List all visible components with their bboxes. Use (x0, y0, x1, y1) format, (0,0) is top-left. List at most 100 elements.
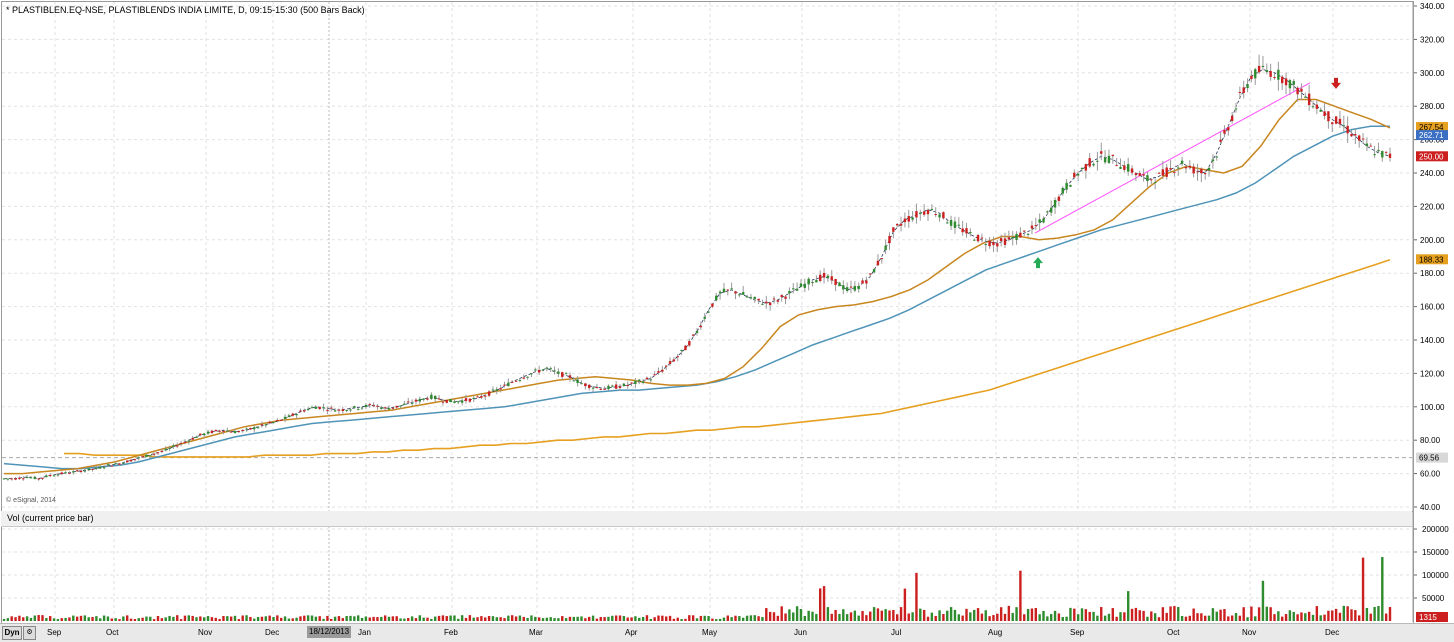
volume-bar[interactable] (1188, 615, 1191, 621)
volume-bar[interactable] (896, 614, 899, 621)
candle[interactable] (672, 357, 676, 363)
candle[interactable] (772, 296, 776, 304)
volume-bar[interactable] (926, 616, 930, 621)
candle[interactable] (768, 301, 772, 311)
volume-bar[interactable] (495, 617, 498, 621)
candle[interactable] (1084, 163, 1088, 179)
candle[interactable] (464, 394, 468, 404)
volume-bar[interactable] (60, 618, 63, 621)
candle[interactable] (256, 426, 260, 429)
candle[interactable] (99, 464, 102, 470)
candle[interactable] (1050, 200, 1053, 217)
volume-bar[interactable] (387, 616, 391, 621)
candle[interactable] (795, 282, 799, 291)
volume-bar[interactable] (949, 607, 953, 621)
candle[interactable] (1173, 168, 1176, 177)
candle[interactable] (229, 430, 233, 433)
candle[interactable] (872, 268, 876, 273)
candle[interactable] (572, 376, 575, 382)
candle[interactable] (283, 414, 287, 423)
volume-bar[interactable] (487, 616, 491, 621)
candle[interactable] (591, 385, 595, 393)
candle[interactable] (788, 287, 791, 300)
candle[interactable] (410, 399, 414, 406)
candle[interactable] (2, 478, 6, 480)
candle[interactable] (118, 462, 121, 467)
volume-bar[interactable] (333, 616, 337, 621)
volume-bar[interactable] (1242, 607, 1245, 621)
candle[interactable] (537, 365, 541, 375)
volume-bar[interactable] (426, 617, 429, 621)
candle[interactable] (87, 468, 90, 472)
volume-bar[interactable] (1331, 610, 1334, 621)
candle[interactable] (549, 366, 552, 372)
volume-bar[interactable] (672, 618, 676, 621)
candle[interactable] (845, 282, 849, 293)
volume-bar[interactable] (545, 617, 549, 621)
volume-bar[interactable] (1042, 610, 1045, 621)
volume-bar[interactable] (1288, 610, 1292, 621)
candle[interactable] (129, 458, 133, 462)
candle[interactable] (1204, 169, 1207, 180)
candle[interactable] (711, 303, 714, 309)
candle[interactable] (1038, 213, 1041, 231)
candle[interactable] (1215, 155, 1218, 161)
volume-bar[interactable] (1069, 607, 1072, 621)
volume-bar[interactable] (973, 609, 976, 621)
candle[interactable] (1042, 216, 1045, 224)
volume-bar[interactable] (614, 615, 618, 621)
candle[interactable] (152, 452, 156, 457)
volume-bar[interactable] (780, 606, 783, 621)
candle[interactable] (1315, 99, 1319, 115)
volume-bar[interactable] (803, 615, 806, 621)
candle[interactable] (518, 378, 522, 383)
candle[interactable] (1304, 92, 1307, 98)
candle[interactable] (199, 433, 202, 437)
volume-bar[interactable] (765, 608, 768, 621)
candle[interactable] (233, 428, 237, 434)
volume-bar[interactable] (984, 610, 987, 621)
volume-bar[interactable] (414, 618, 418, 621)
volume-bar[interactable] (183, 615, 187, 621)
candle[interactable] (422, 398, 425, 402)
volume-bar[interactable] (969, 612, 972, 621)
candle[interactable] (1219, 132, 1222, 144)
candle[interactable] (553, 366, 556, 375)
candle[interactable] (418, 396, 421, 404)
volume-bar[interactable] (1219, 609, 1222, 621)
candle[interactable] (383, 406, 387, 411)
volume-bar[interactable] (203, 617, 206, 621)
volume-bar[interactable] (245, 615, 248, 621)
candle[interactable] (1319, 107, 1322, 112)
volume-bar[interactable] (815, 613, 818, 621)
volume-bar[interactable] (757, 616, 760, 621)
candle[interactable] (580, 380, 583, 385)
candle[interactable] (114, 461, 117, 465)
volume-bar[interactable] (688, 615, 691, 621)
volume-bar[interactable] (99, 618, 102, 621)
candle[interactable] (1061, 186, 1064, 197)
volume-bar[interactable] (434, 616, 437, 621)
volume-bar[interactable] (141, 617, 144, 621)
candle[interactable] (195, 435, 198, 438)
volume-bar[interactable] (1061, 616, 1064, 621)
volume-bar[interactable] (838, 613, 841, 621)
volume-bar[interactable] (1373, 606, 1376, 621)
volume-bar[interactable] (599, 617, 602, 621)
candle[interactable] (1057, 194, 1061, 206)
candle[interactable] (1073, 169, 1076, 180)
volume-bar[interactable] (630, 617, 633, 621)
volume-bar[interactable] (106, 616, 110, 621)
volume-bar[interactable] (638, 617, 641, 621)
volume-bar[interactable] (41, 615, 44, 621)
volume-bar[interactable] (102, 615, 106, 621)
candle[interactable] (618, 384, 622, 391)
candle[interactable] (1350, 129, 1353, 137)
candle[interactable] (1230, 111, 1234, 124)
candle[interactable] (838, 281, 841, 287)
candle[interactable] (511, 380, 514, 383)
candle[interactable] (137, 456, 140, 461)
volume-bar[interactable] (187, 615, 190, 621)
candle[interactable] (999, 234, 1003, 247)
candle[interactable] (1373, 145, 1376, 158)
